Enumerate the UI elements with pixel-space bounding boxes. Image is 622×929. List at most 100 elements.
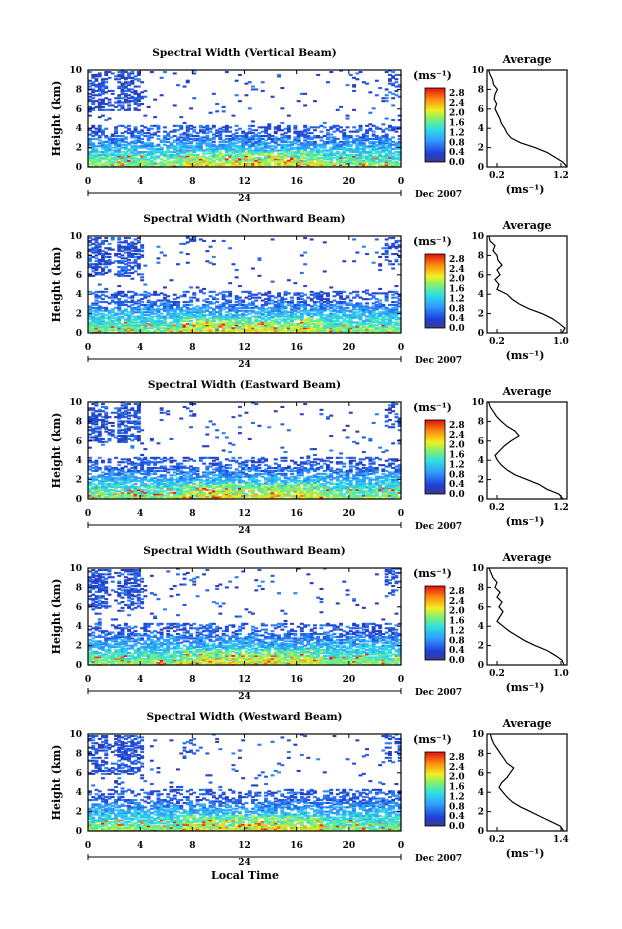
heatmap-cell [176,301,180,304]
heatmap-cell [251,164,255,167]
heatmap-cell [110,161,115,164]
heatmap-cell [94,459,99,462]
heatmap-cell [166,155,171,158]
heatmap-cell [163,309,167,312]
heatmap-cell [319,156,324,159]
heatmap-cell [241,305,246,308]
heatmap-cell [91,478,96,481]
heatmap-cell [104,91,109,94]
heatmap-cell [319,293,324,296]
heatmap-cell [374,137,379,140]
heatmap-cell [202,318,206,321]
heatmap-cell [342,322,347,325]
heatmap-cell [391,82,396,85]
heatmap-cell [202,126,206,129]
heatmap-cell [345,303,350,306]
heatmap-cell [260,321,265,324]
heatmap-cell [365,151,369,154]
heatmap-cell [355,328,360,331]
heatmap-cell [136,471,141,474]
heatmap-cell [257,325,262,328]
heatmap-cell [286,318,291,321]
heatmap-cell [172,145,177,148]
heatmap-cell [316,161,321,164]
heatmap-cell [352,325,356,328]
heatmap-cell [130,95,135,98]
heatmap-cell [264,126,268,129]
heatmap-cell [166,161,171,164]
heatmap-cell [378,330,383,333]
heatmap-cell [94,423,99,426]
heatmap-cell [91,491,96,494]
heatmap-cell [348,314,353,317]
heatmap-cell [270,148,275,151]
heatmap-cell [397,305,402,308]
heatmap-cell [361,159,366,162]
heatmap-cell [211,298,216,301]
heatmap-cell [153,132,158,135]
heatmap-cell [198,308,203,311]
heatmap-cell [254,318,259,321]
heatmap-cell [149,149,154,152]
heatmap-cell [195,148,200,151]
heatmap-cell [394,309,399,312]
heatmap-cell [185,309,190,312]
heatmap-cell [101,162,105,165]
heatmap-cell [163,303,167,306]
heatmap-cell [264,321,268,324]
heatmap-cell [313,164,317,167]
heatmap-cell [91,403,96,406]
heatmap-cell [208,325,213,328]
heatmap-cell [244,322,249,325]
heatmap-cell [342,164,347,167]
heatmap-cell [156,328,161,331]
heatmap-cell [91,325,96,328]
heatmap-cell [163,327,167,330]
heatmap-cell [322,309,327,312]
heatmap-cell [355,317,360,320]
heatmap-cell [384,97,389,100]
heatmap-cell [123,126,128,129]
heatmap-cell [319,146,324,149]
heatmap-cell [172,161,177,164]
heatmap-cell [88,110,92,113]
heatmap-cell [133,248,138,251]
heatmap-cell [91,408,96,411]
heatmap-cell [107,108,112,111]
heatmap-cell [143,158,148,161]
heatmap-cell [179,319,184,322]
heatmap-cell [182,303,187,306]
heatmap-cell [286,152,291,155]
heatmap-cell [104,330,109,333]
heatmap-cell [234,136,239,139]
heatmap-cell [371,107,376,110]
heatmap-cell [394,241,399,244]
heatmap-cell [332,164,337,167]
heatmap-cell [251,309,255,312]
heatmap-cell [358,296,363,299]
heatmap-cell [234,309,239,312]
heatmap-cell [195,319,200,322]
heatmap-cell [123,413,128,416]
heatmap-cell [117,100,122,103]
heatmap-cell [104,468,109,471]
heatmap-cell [159,149,164,152]
heatmap-cell [293,314,298,317]
heatmap-cell [94,257,99,260]
heatmap-cell [179,164,184,167]
heatmap-cell [313,146,317,149]
heatmap-cell [153,301,158,304]
heatmap-cell [394,245,399,248]
y-tick-label: 2 [76,310,82,320]
heatmap-cell [136,78,141,81]
heatmap-cell [88,487,92,490]
heatmap-cell [130,97,135,100]
heatmap-cell [123,314,128,317]
heatmap-cell [234,137,239,140]
heatmap-cell [169,325,174,328]
heatmap-cell [130,467,135,470]
heatmap-cell [332,142,337,145]
heatmap-cell [107,76,112,79]
heatmap-cell [348,311,353,314]
heatmap-cell [361,312,366,315]
